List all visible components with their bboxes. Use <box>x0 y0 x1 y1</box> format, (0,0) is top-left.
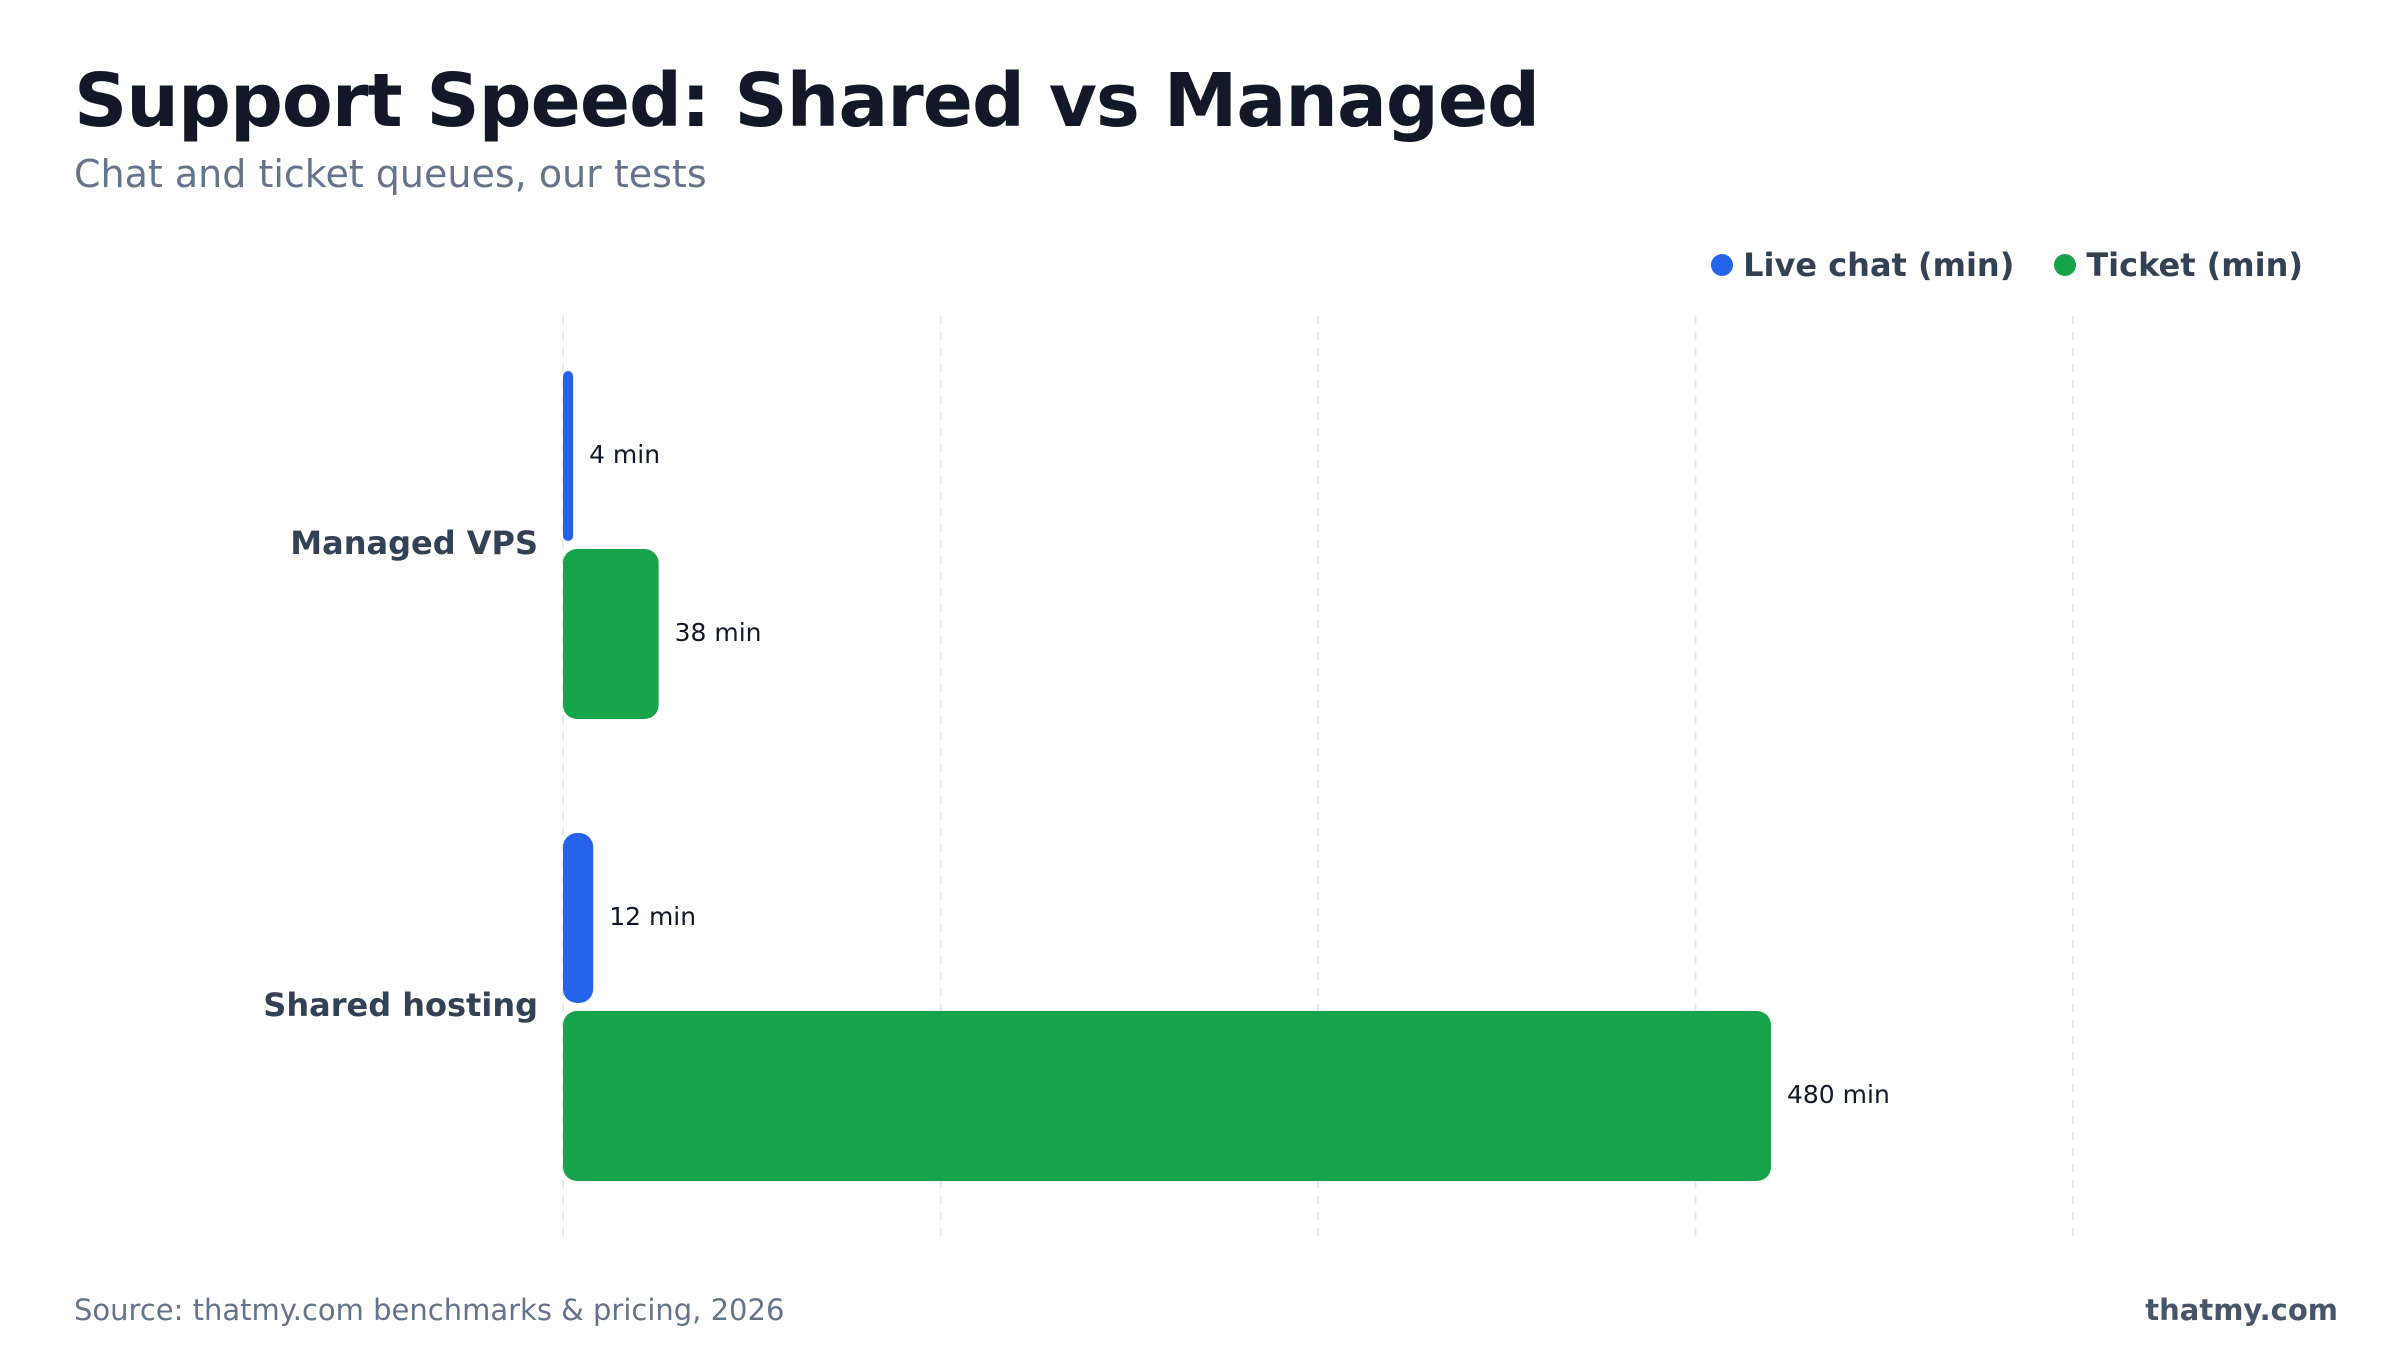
chart-title: Support Speed: Shared vs Managed <box>74 58 1540 144</box>
legend-item-live-chat: Live chat (min) <box>1711 246 2014 284</box>
legend-swatch-live-chat <box>1711 254 1734 276</box>
legend-swatch-ticket <box>2054 254 2077 276</box>
legend-item-ticket: Ticket (min) <box>2054 246 2303 284</box>
category-label-shared-hosting: Shared hosting <box>263 986 538 1024</box>
value-label-managed-vps-ticket-min: 38 min <box>675 618 762 647</box>
brand-label: thatmy.com <box>2145 1293 2338 1327</box>
value-label-shared-hosting-live-chat-min: 12 min <box>609 902 696 931</box>
value-label-shared-hosting-ticket-min: 480 min <box>1787 1080 1890 1109</box>
source-note: Source: thatmy.com benchmarks & pricing,… <box>74 1293 785 1327</box>
bar-shared-hosting-live-chat-min <box>563 833 594 1003</box>
bar-shared-hosting-ticket-min <box>563 1011 1771 1181</box>
category-label-managed-vps: Managed VPS <box>290 524 538 562</box>
bar-managed-vps-live-chat-min <box>563 371 574 541</box>
value-label-managed-vps-live-chat-min: 4 min <box>589 440 660 469</box>
chart-legend: Live chat (min) Ticket (min) <box>1711 246 2303 284</box>
chart-subtitle: Chat and ticket queues, our tests <box>74 152 707 196</box>
legend-label-ticket: Ticket (min) <box>2086 246 2303 284</box>
bar-managed-vps-ticket-min <box>563 549 659 719</box>
legend-label-live-chat: Live chat (min) <box>1743 246 2015 284</box>
